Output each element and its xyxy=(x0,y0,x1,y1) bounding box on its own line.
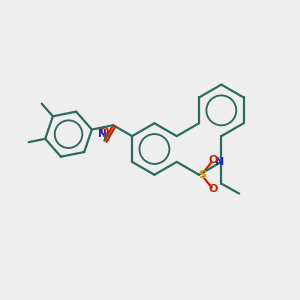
Text: O: O xyxy=(100,127,109,137)
Text: S: S xyxy=(198,170,206,180)
Text: O: O xyxy=(209,184,218,194)
Text: H: H xyxy=(103,134,111,143)
Text: N: N xyxy=(215,157,224,167)
Text: O: O xyxy=(209,155,218,165)
Text: N: N xyxy=(98,129,106,140)
